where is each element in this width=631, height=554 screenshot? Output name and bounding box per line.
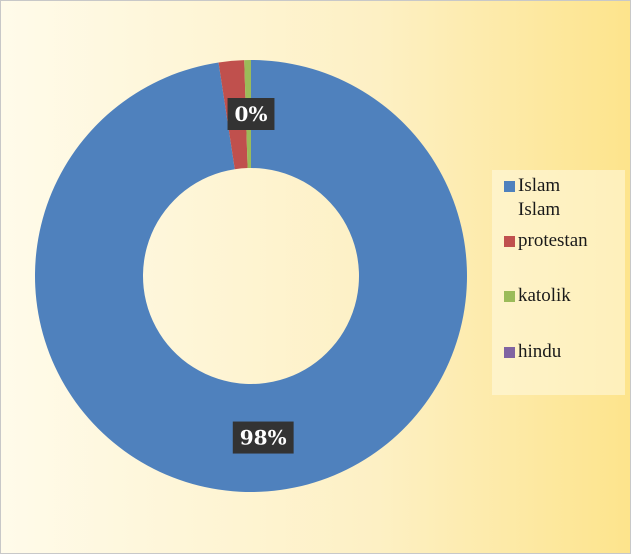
legend-entry: katolik (504, 284, 578, 308)
legend-swatch (504, 291, 515, 302)
data-label: 98% (232, 421, 294, 454)
legend-label: Islam Islam (518, 175, 561, 220)
label-box (232, 421, 294, 454)
data-label-text: 98% (240, 426, 287, 450)
legend-label: katolik (518, 285, 571, 306)
legend-label: hindu (518, 341, 562, 362)
legend-entry: protestan (504, 229, 588, 253)
legend-swatch (504, 236, 515, 247)
legend-swatch (504, 181, 515, 192)
legend-entry: hindu (504, 340, 578, 364)
label-box (227, 98, 275, 130)
donut-slice (35, 60, 468, 493)
data-label: 0% (227, 98, 275, 130)
data-label-text: 0% (235, 102, 268, 126)
legend: Islam Islam protestan katolik hindu (492, 170, 625, 395)
legend-swatch (504, 347, 515, 358)
legend-label: protestan (518, 230, 588, 251)
legend-entry: Islam Islam (504, 174, 578, 222)
